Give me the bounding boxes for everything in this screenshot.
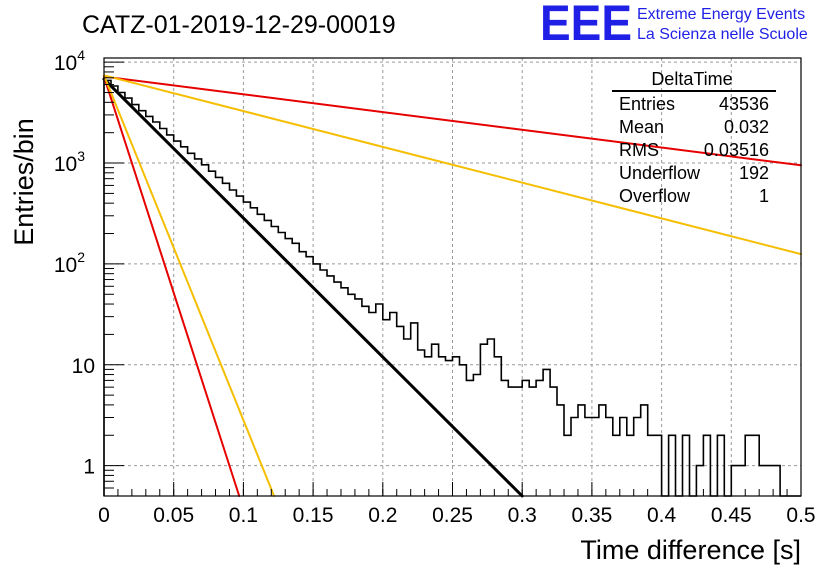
- org-name-line1: Extreme Energy Events: [637, 6, 805, 23]
- axes: [103, 57, 802, 497]
- stats-value-entries: 43536: [719, 94, 769, 114]
- y-tick-label: 102: [54, 249, 85, 277]
- stats-value-overflow: 1: [759, 186, 769, 206]
- x-tick-label: 0.2: [368, 504, 397, 527]
- y-axis-title: Entries/bin: [9, 118, 39, 246]
- stats-label-rms: RMS: [619, 140, 659, 160]
- plot-frame: [103, 57, 802, 497]
- x-tick-label: 0: [98, 504, 110, 527]
- run-title: CATZ-01-2019-12-29-00019: [82, 11, 396, 39]
- x-tick-label: 0.05: [153, 504, 194, 527]
- fit-lines: [102, 74, 802, 498]
- x-tick-label: 0.5: [786, 504, 815, 527]
- stats-value-rms: 0.03516: [704, 140, 769, 160]
- stats-box: DeltaTime Entries 43536 Mean 0.032 RMS 0…: [612, 69, 776, 206]
- stats-title: DeltaTime: [651, 69, 732, 89]
- y-tick-label: 104: [54, 47, 85, 75]
- org-name-line2: La Scienza nelle Scuole: [637, 26, 808, 43]
- fit-line: [103, 75, 241, 497]
- histogram-outline: [103, 79, 801, 497]
- x-tick-label: 0.35: [571, 504, 612, 527]
- stats-label-mean: Mean: [619, 117, 664, 137]
- x-tick-labels: 0 0.05 0.1 0.15 0.2 0.25 0.3 0.35 0.4 0.45 0.5: [98, 504, 815, 527]
- x-tick-label: 0.1: [229, 504, 258, 527]
- stats-label-overflow: Overflow: [619, 186, 691, 206]
- x-tick-label: 0.3: [508, 504, 537, 527]
- stats-label-entries: Entries: [619, 94, 675, 114]
- y-tick-label: 103: [54, 148, 85, 176]
- y-tick-label: 1: [83, 456, 95, 479]
- histogram: [103, 79, 801, 497]
- stats-value-underflow: 192: [739, 163, 769, 183]
- x-tick-label: 0.45: [711, 504, 752, 527]
- eee-logo: EEE: [540, 0, 632, 51]
- fit-line: [103, 74, 802, 256]
- x-axis-title: Time difference [s]: [580, 535, 801, 565]
- x-tick-label: 0.15: [293, 504, 334, 527]
- y-tick-label: 10: [72, 355, 95, 378]
- stats-label-underflow: Underflow: [619, 163, 701, 183]
- fit-line: [103, 75, 802, 167]
- grid: [104, 58, 801, 496]
- x-tick-label: 0.4: [647, 504, 677, 527]
- fit-line: [102, 77, 524, 498]
- fit-line: [103, 74, 276, 497]
- stats-value-mean: 0.032: [724, 117, 769, 137]
- x-tick-label: 0.25: [432, 504, 473, 527]
- y-tick-labels: 1 10 102 103 104: [54, 47, 95, 478]
